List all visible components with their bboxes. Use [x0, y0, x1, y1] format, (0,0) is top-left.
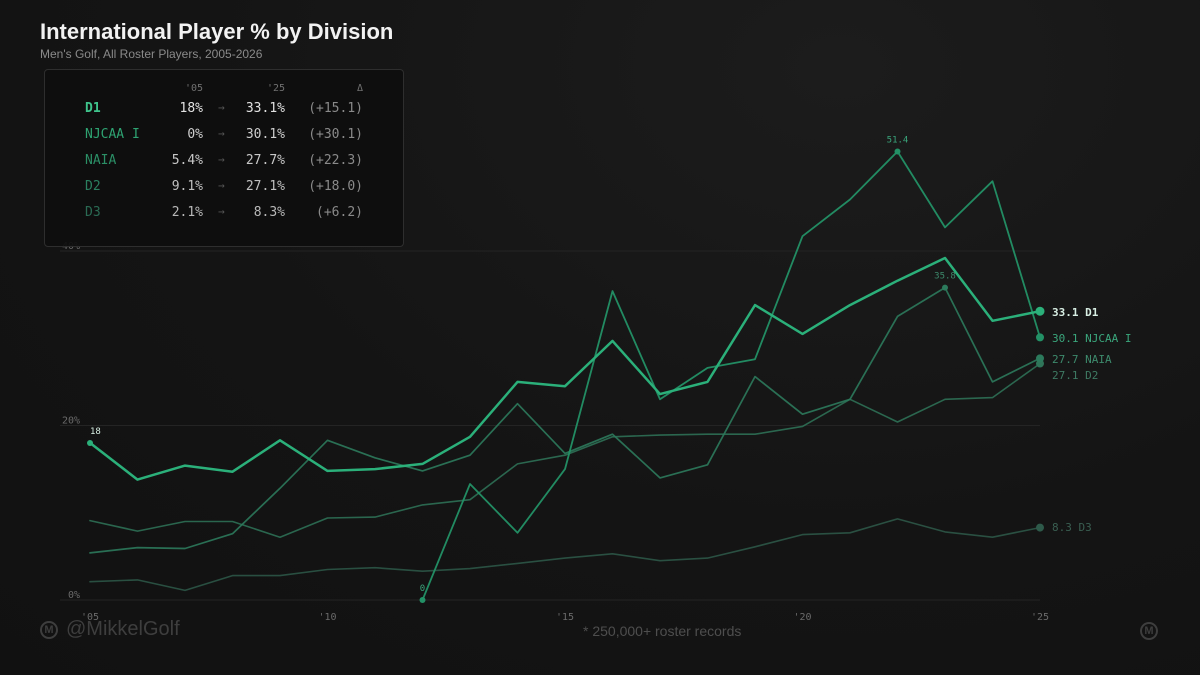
row-delta: (+15.1)	[308, 101, 363, 116]
end-label: 30.1 NJCAA I	[1052, 332, 1131, 345]
row-name: D1	[85, 101, 101, 116]
series-line-njcaa-i	[421, 150, 1041, 601]
annotation-dot	[942, 284, 948, 291]
row-delta: (+18.0)	[308, 179, 363, 194]
row-value-2025: 30.1%	[245, 127, 285, 142]
chart-title: International Player % by Division	[40, 19, 394, 44]
x-tick-label: '20	[793, 612, 811, 623]
arrow-icon: →	[218, 153, 225, 166]
row-value-2005: 0%	[187, 127, 203, 142]
end-point-njcaa-i	[1036, 333, 1044, 342]
series-line-d2	[89, 362, 1041, 538]
series-line-d1	[88, 256, 1042, 481]
arrow-icon: →	[218, 127, 225, 140]
summary-table: '05 '25 Δ D1 18% → 33.1% (+15.1) NJCAA I 0% → 30…	[44, 69, 404, 247]
table-row: NJCAA I 0% → 30.1% (+30.1)	[45, 127, 403, 147]
header-2025: '25	[266, 83, 285, 94]
end-point-d1	[1035, 306, 1045, 316]
annotation-label: 18	[90, 427, 101, 437]
end-label: 27.7 NAIA	[1052, 353, 1112, 366]
series-line-d3	[89, 518, 1041, 592]
arrow-icon: →	[218, 179, 225, 192]
annotation-label: 35.8	[934, 272, 956, 282]
row-delta: (+30.1)	[308, 127, 363, 142]
end-point-naia	[1036, 354, 1044, 363]
footnote: * 250,000+ roster records	[583, 623, 742, 639]
row-name: D2	[85, 179, 101, 194]
end-label: 8.3 D3	[1052, 521, 1092, 534]
header-delta: Δ	[356, 83, 363, 94]
header-2005: '05	[184, 83, 203, 94]
annotation-dot	[87, 439, 93, 446]
end-label: 33.1 D1	[1052, 306, 1099, 319]
arrow-icon: →	[218, 101, 225, 114]
annotation-dot	[894, 148, 901, 155]
watermark-handle: @MikkelGolf	[66, 618, 180, 640]
x-tick-label: '15	[556, 612, 574, 623]
row-value-2025: 27.7%	[245, 153, 285, 168]
row-name: NJCAA I	[85, 127, 140, 142]
end-label: 27.1 D2	[1052, 369, 1098, 382]
annotation-label: 0	[420, 584, 425, 594]
row-value-2025: 33.1%	[245, 101, 285, 116]
row-value-2025: 8.3%	[253, 205, 285, 220]
watermark: M @MikkelGolf	[40, 618, 180, 641]
arrow-icon: →	[218, 205, 225, 218]
annotation-dot	[419, 597, 426, 603]
table-row: D2 9.1% → 27.1% (+18.0)	[45, 179, 403, 199]
row-delta: (+6.2)	[316, 205, 363, 220]
table-row: D3 2.1% → 8.3% (+6.2)	[45, 205, 403, 225]
row-value-2005: 18%	[179, 101, 203, 116]
annotation-label: 51.4	[887, 136, 909, 146]
y-tick-label: 0%	[68, 590, 80, 601]
x-tick-label: '05	[81, 612, 99, 623]
end-point-d3	[1036, 523, 1044, 532]
table-row: NAIA 5.4% → 27.7% (+22.3)	[45, 153, 403, 173]
row-value-2025: 27.1%	[245, 179, 285, 194]
row-delta: (+22.3)	[308, 153, 363, 168]
series-line-naia	[89, 286, 1041, 554]
chart-subtitle: Men's Golf, All Roster Players, 2005-202…	[40, 47, 263, 61]
row-value-2005: 9.1%	[171, 179, 203, 194]
row-value-2005: 2.1%	[171, 205, 203, 220]
x-tick-label: '25	[1031, 612, 1049, 623]
row-value-2005: 5.4%	[171, 153, 203, 168]
logo-icon: M	[40, 620, 58, 639]
row-name: NAIA	[85, 153, 117, 168]
logo-icon-right: M	[1140, 622, 1158, 640]
row-name: D3	[85, 205, 101, 220]
y-tick-label: 20%	[62, 416, 80, 427]
x-tick-label: '10	[318, 612, 336, 623]
table-row: D1 18% → 33.1% (+15.1)	[45, 101, 403, 121]
